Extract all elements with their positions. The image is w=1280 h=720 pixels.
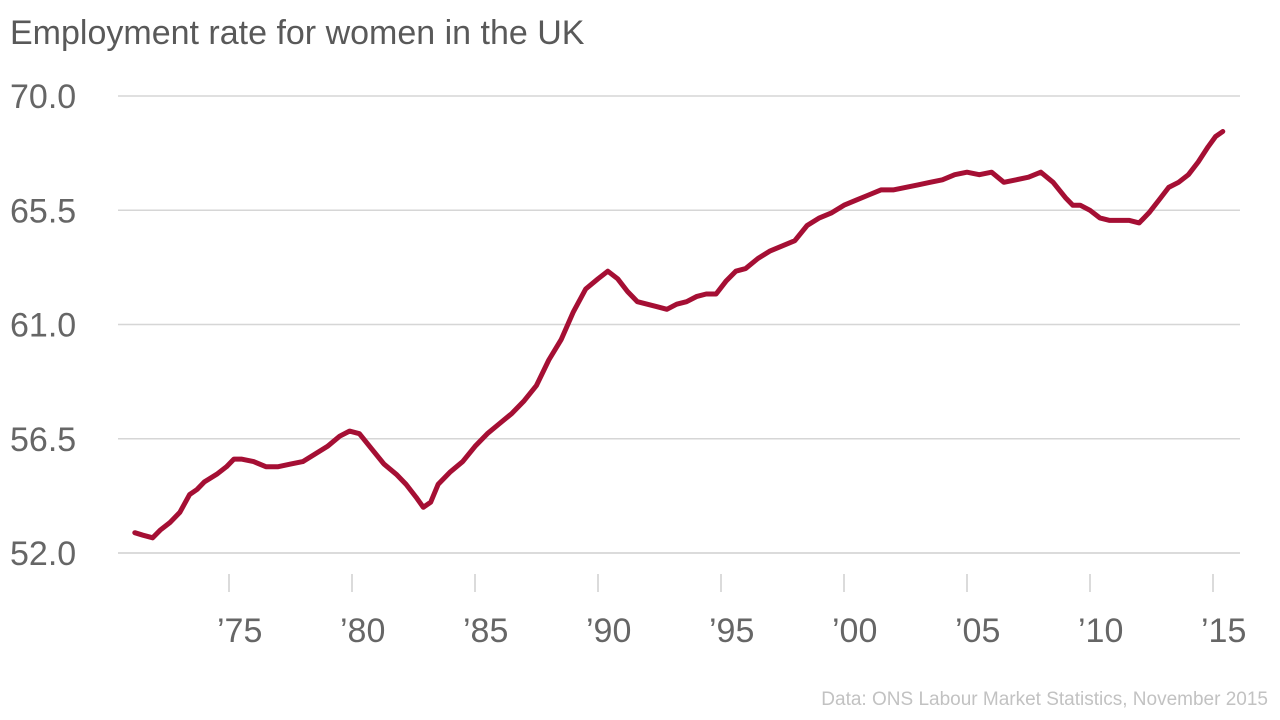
y-tick-label: 70.0 [10,78,76,116]
x-tick-label: ’95 [709,612,754,650]
x-tick-label: ’85 [463,612,508,650]
x-tick-label: ’75 [217,612,262,650]
x-tick-label: ’80 [340,612,385,650]
series-employment-rate [132,129,1226,541]
source-note: Data: ONS Labour Market Statistics, Nove… [821,689,1268,710]
y-tick-label: 61.0 [10,307,76,345]
x-tick-label: ’00 [832,612,877,650]
y-tick-label: 65.5 [10,192,76,230]
x-tick-label: ’10 [1078,612,1123,650]
series-line [132,129,1226,541]
y-tick-label: 52.0 [10,535,76,573]
y-axis-tick-labels: 52.0 56.5 61.0 65.5 70.0 [10,78,76,573]
x-axis: ’75 ’80 ’85 ’90 ’95 ’00 ’05 ’10 ’15 [217,574,1246,650]
chart-title: Employment rate for women in the UK [10,14,585,52]
x-tick-label: ’15 [1201,612,1246,650]
x-tick-label: ’90 [586,612,631,650]
x-tick-label: ’05 [955,612,1000,650]
y-tick-label: 56.5 [10,421,76,459]
grid-lines [118,95,1240,554]
